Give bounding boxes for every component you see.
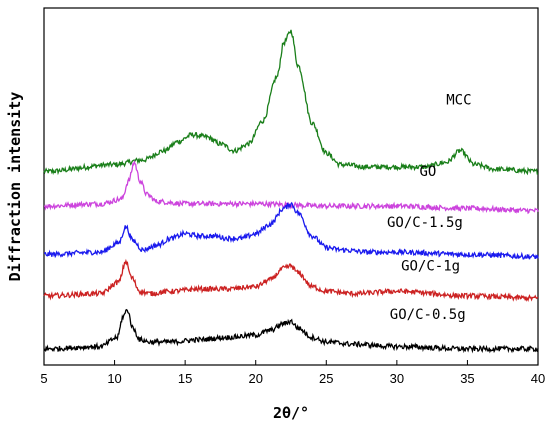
series-label: GO/C-1.5g bbox=[387, 215, 463, 231]
series-labels: MCC GO GO/C-1.5g GO/C-1g GO/C-0.5g bbox=[387, 93, 472, 323]
y-axis-title: Diffraction intensity bbox=[6, 92, 24, 282]
series-line-mcc bbox=[43, 29, 539, 176]
x-tick-label: 20 bbox=[248, 371, 262, 386]
series-layer bbox=[43, 29, 539, 354]
series-label: MCC bbox=[446, 93, 471, 109]
x-tick-label: 15 bbox=[178, 371, 192, 386]
x-tick-label: 5 bbox=[40, 371, 47, 386]
x-tick-label: 40 bbox=[531, 371, 545, 386]
series-line-go-c-0-5g bbox=[43, 308, 539, 354]
series-label: GO/C-1g bbox=[401, 259, 460, 275]
x-tick-label: 30 bbox=[390, 371, 404, 386]
series-line-go-c-1-5g bbox=[43, 201, 539, 260]
x-axis-ticks: 5 10 15 20 25 30 35 40 bbox=[40, 360, 545, 386]
x-tick-label: 35 bbox=[460, 371, 474, 386]
plot-frame bbox=[43, 7, 539, 366]
series-line-go-c-1g bbox=[43, 258, 539, 303]
series-label: GO bbox=[419, 164, 436, 180]
series-label: GO/C-0.5g bbox=[390, 307, 466, 323]
x-axis-title: 2θ/° bbox=[273, 404, 309, 422]
x-tick-label: 10 bbox=[107, 371, 121, 386]
x-tick-label: 25 bbox=[319, 371, 333, 386]
